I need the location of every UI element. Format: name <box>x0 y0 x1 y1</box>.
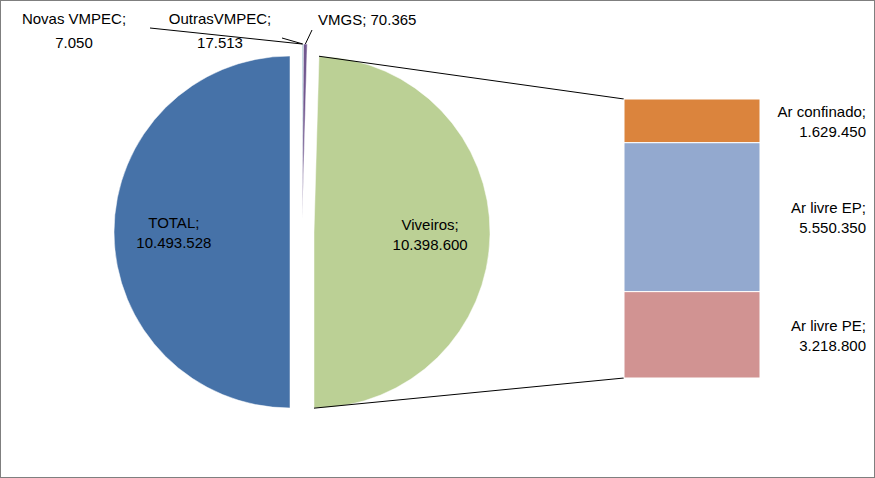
pie-slice <box>114 56 290 408</box>
pie-label-category: TOTAL <box>148 214 195 231</box>
connector-line <box>314 378 624 408</box>
leader-line <box>305 30 312 44</box>
pie-label-line: TOTAL; <box>148 214 199 231</box>
pie-label-value: 70.365 <box>371 11 417 28</box>
connector-line <box>319 56 624 99</box>
bar-label-line: Ar confinado; <box>778 103 866 120</box>
pie-label-category: OutrasVMPEC <box>169 10 268 27</box>
bar-segment <box>624 99 760 143</box>
pie-slice <box>314 56 490 408</box>
leader-line <box>282 38 303 44</box>
pie-label: Viveiros; 10.398.600 <box>393 216 468 253</box>
pie-label-category: VMGS <box>318 11 362 28</box>
pie-label-line: Viveiros; <box>402 216 459 233</box>
pie-label-category: Viveiros <box>402 216 455 233</box>
pie-slice <box>302 44 307 220</box>
chart: TOTAL; 10.493.528 Novas VMPEC; 7.050 OutrasV… <box>0 0 875 478</box>
bar-label-separator: ; <box>862 317 866 334</box>
bar-label-value: 5.550.350 <box>799 219 866 236</box>
pie-label-separator: ; <box>362 11 370 28</box>
pie-label-value: 7.050 <box>55 34 93 51</box>
bar-segment <box>624 292 760 378</box>
pie-label: VMGS; 70.365 <box>318 11 416 28</box>
bar-label-value: 3.218.800 <box>799 337 866 354</box>
pie-label-separator: ; <box>455 216 459 233</box>
pie-label-category: Novas VMPEC <box>22 10 122 27</box>
page: {"chart_data": [ {"type": "pie", "catego… <box>0 0 875 478</box>
pie <box>114 44 490 408</box>
pie-label-line: Novas VMPEC; <box>22 10 126 27</box>
pie-label-value: 10.398.600 <box>393 236 468 253</box>
bar-label-name: Ar livre EP <box>791 199 862 216</box>
pie-label-separator: ; <box>122 10 126 27</box>
bar-label-name: Ar livre PE <box>791 317 862 334</box>
bar-label-line: Ar livre EP; <box>791 199 866 216</box>
bar-label: Ar livre PE; 3.218.800 <box>791 317 866 354</box>
bar-label-value: 1.629.450 <box>799 123 866 140</box>
chart-frame <box>1 1 875 478</box>
bar-label: Ar livre EP; 5.550.350 <box>791 199 866 236</box>
pie-label-value: 17.513 <box>197 34 243 51</box>
pie-label: Novas VMPEC; 7.050 <box>22 10 126 51</box>
pie-label: OutrasVMPEC; 17.513 <box>169 10 272 51</box>
pie-label-separator: ; <box>195 214 199 231</box>
bar-label-name: Ar confinado <box>778 103 862 120</box>
bar-segment <box>624 143 760 292</box>
bar-label-line: Ar livre PE; <box>791 317 866 334</box>
stacked-bar <box>624 99 760 378</box>
pie-label: TOTAL; 10.493.528 <box>136 214 211 251</box>
bar-label: Ar confinado; 1.629.450 <box>778 103 866 140</box>
pie-label-line: OutrasVMPEC; <box>169 10 272 27</box>
pie-label-separator: ; <box>267 10 271 27</box>
bar-label-separator: ; <box>862 103 866 120</box>
pie-label-value: 10.493.528 <box>136 234 211 251</box>
bar-label-separator: ; <box>862 199 866 216</box>
